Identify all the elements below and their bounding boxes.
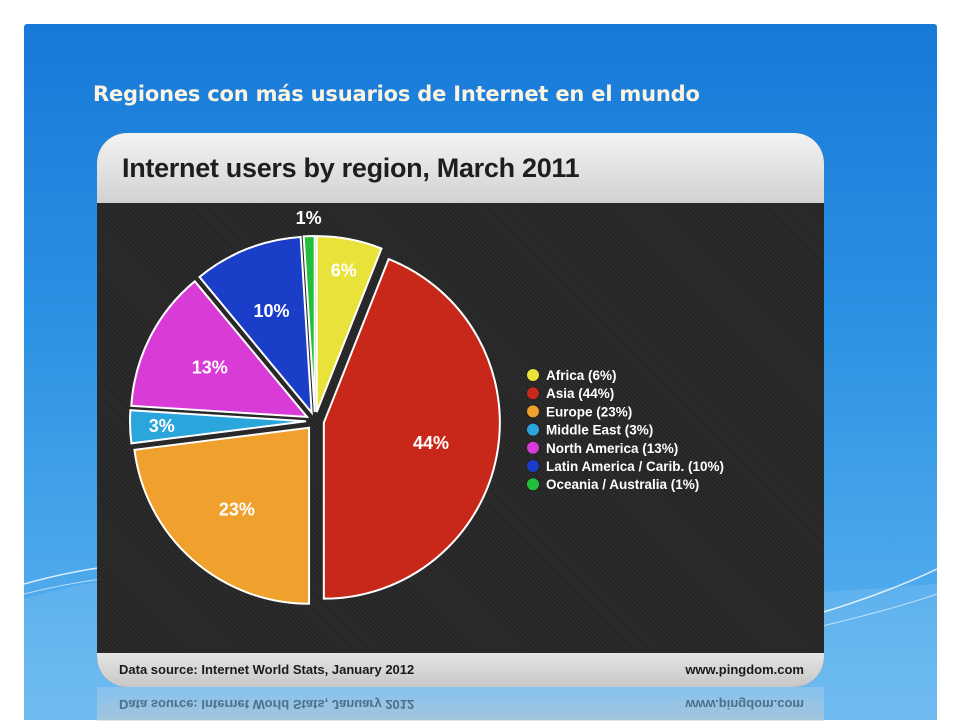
- legend-label-3: Middle East (3%): [546, 423, 653, 438]
- pie-slice-6: [302, 235, 316, 413]
- pie-slice-5: [198, 235, 313, 416]
- slide-title: Regiones con más usuarios de Internet en…: [93, 82, 700, 106]
- footer-reflection: Data source: Internet World Stats, Janua…: [97, 687, 824, 727]
- chart-footer: Data source: Internet World Stats, Janua…: [97, 653, 824, 687]
- pie-slice-2: [133, 426, 311, 605]
- pie-slice-0: [315, 235, 383, 413]
- slice-label-1: 44%: [413, 433, 449, 453]
- chart-title: Internet users by region, March 2011: [122, 153, 580, 183]
- legend-swatch-4: [526, 440, 540, 455]
- pie-slice-3: [129, 409, 307, 445]
- slice-label-4: 13%: [192, 357, 228, 377]
- legend-label-6: Oceania / Australia (1%): [546, 477, 699, 492]
- chart-card: Internet users by region, March 2011 6% 4…: [97, 133, 824, 687]
- chart-header: Internet users by region, March 2011: [97, 133, 824, 203]
- slice-label-6: 1%: [296, 208, 322, 228]
- pie-chart: 6% 44% 23% 3% 13% 10% 1% Africa (6%) Asia (44%) E…: [129, 208, 724, 605]
- legend-swatch-3: [526, 422, 540, 437]
- legend-swatch-0: [526, 368, 540, 382]
- legend-label-0: Africa (6%): [546, 368, 617, 383]
- slice-label-5: 10%: [254, 301, 290, 321]
- pie-slice-4: [130, 279, 310, 419]
- legend-swatch-2: [526, 404, 540, 419]
- legend-swatch-1: [526, 386, 540, 401]
- legend-swatch-5: [526, 459, 540, 473]
- reflection-url: www.pingdom.com: [685, 697, 804, 712]
- legend-swatch-6: [526, 477, 540, 492]
- legend-label-5: Latin America / Carib. (10%): [546, 459, 724, 474]
- legend-label-4: North America (13%): [546, 441, 678, 456]
- slice-label-0: 6%: [331, 260, 357, 280]
- data-source: Data source: Internet World Stats, Janua…: [119, 662, 415, 677]
- pie-slice-1: [322, 257, 501, 600]
- legend-label-2: Europe (23%): [546, 404, 632, 419]
- reflection-source: Data source: Internet World Stats, Janua…: [119, 697, 415, 712]
- slice-label-2: 23%: [219, 500, 255, 520]
- legend-label-1: Asia (44%): [546, 386, 614, 401]
- source-url: www.pingdom.com: [685, 662, 804, 677]
- slice-label-3: 3%: [149, 416, 175, 436]
